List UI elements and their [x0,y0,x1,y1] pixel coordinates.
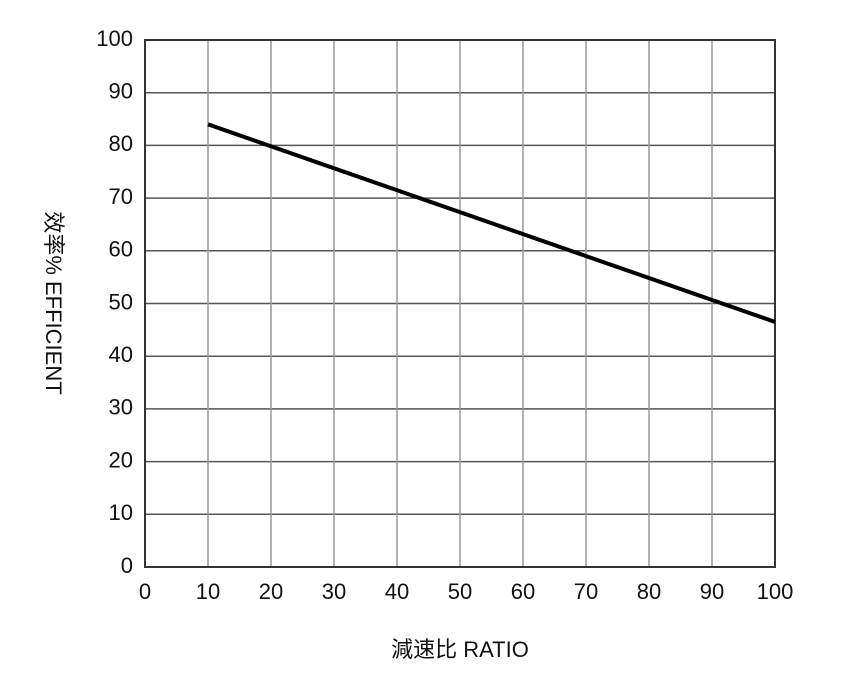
x-tick-label: 70 [574,579,598,604]
y-tick-label: 20 [109,447,133,472]
x-tick-label: 40 [385,579,409,604]
x-tick-label: 60 [511,579,535,604]
y-tick-label: 60 [109,237,133,262]
x-tick-label: 80 [637,579,661,604]
plot-frame [144,39,776,568]
x-tick-label: 10 [196,579,220,604]
y-tick-label: 80 [109,131,133,156]
x-axis-label: 減速比 RATIO [391,637,529,662]
y-tick-label: 90 [109,79,133,104]
x-tick-label: 0 [139,579,151,604]
x-tick-label: 90 [700,579,724,604]
y-tick-label: 30 [109,395,133,420]
y-tick-label: 100 [96,26,133,51]
y-tick-label: 40 [109,342,133,367]
y-tick-label: 0 [121,553,133,578]
y-tick-label: 10 [109,500,133,525]
x-tick-label: 20 [259,579,283,604]
x-tick-label: 100 [757,579,794,604]
x-tick-label: 30 [322,579,346,604]
x-tick-label: 50 [448,579,472,604]
data-line [207,122,776,324]
y-tick-label: 70 [109,184,133,209]
y-axis-label: 效率% EFFICIENT [41,211,66,394]
y-tick-label: 50 [109,289,133,314]
